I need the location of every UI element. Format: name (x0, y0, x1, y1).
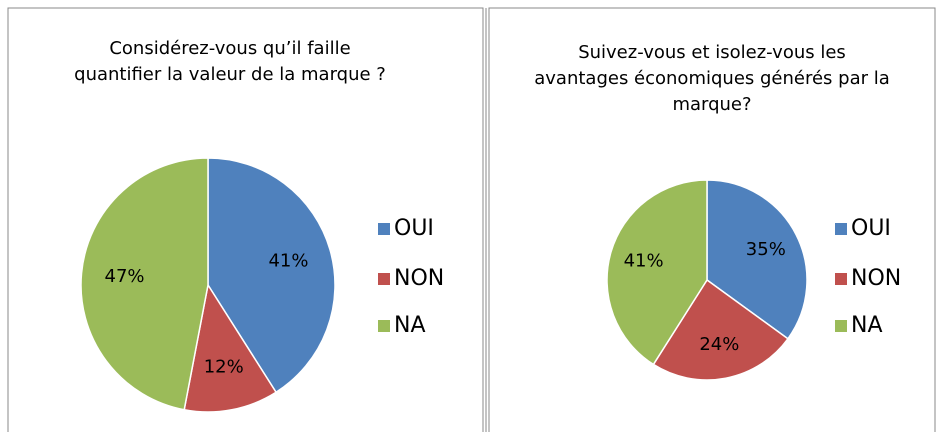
legend-label: NON (851, 266, 901, 291)
chart-title: Considérez-vous qu’il faille quantifier … (74, 38, 386, 85)
legend-label: NA (851, 313, 883, 338)
data-label: 24% (699, 334, 739, 355)
legend-label: OUI (851, 216, 891, 241)
legend-swatch (835, 320, 847, 332)
legend-label: NON (394, 266, 444, 291)
data-label: 35% (746, 239, 786, 260)
legend-swatch (835, 223, 847, 235)
legend-swatch (835, 273, 847, 285)
pie-slice (706, 179, 808, 340)
data-label: 41% (268, 251, 308, 272)
legend-label: NA (394, 313, 426, 338)
pie-slice (80, 157, 209, 411)
panel-border (7, 7, 484, 432)
data-label: 47% (105, 266, 145, 287)
legend-swatch (378, 273, 390, 285)
chart-title: Suivez-vous et isolez-vous les avantages… (534, 42, 890, 115)
legend-swatch (378, 223, 390, 235)
panel-border (488, 7, 936, 432)
pie-slice (606, 179, 708, 366)
legend-swatch (378, 320, 390, 332)
data-label: 12% (204, 356, 244, 377)
pie-slice (652, 278, 789, 381)
data-label: 41% (624, 251, 664, 272)
pie-slice (183, 282, 278, 413)
legend-label: OUI (394, 216, 434, 241)
